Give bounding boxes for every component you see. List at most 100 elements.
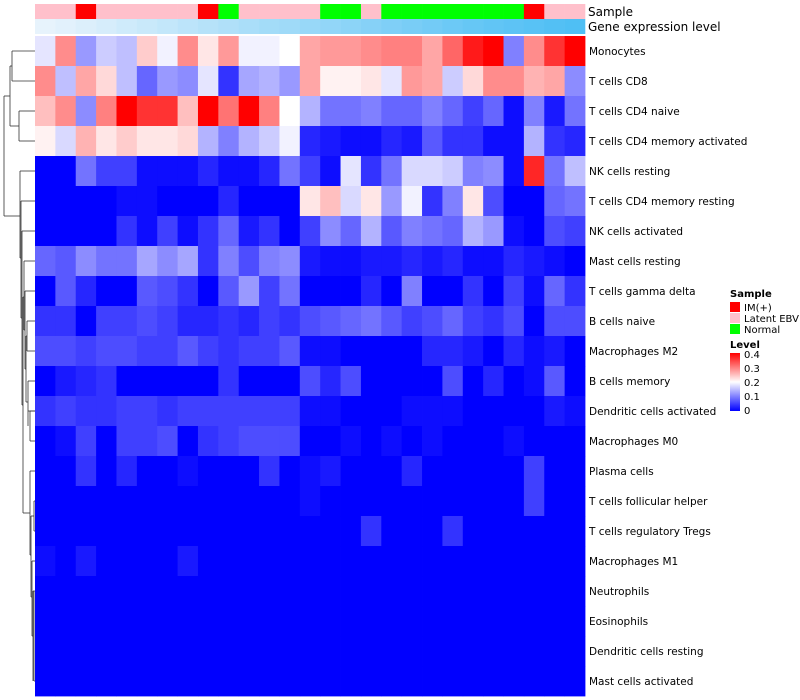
heatmap-cell xyxy=(483,456,504,487)
heatmap-cell xyxy=(116,666,138,697)
heatmap-cell xyxy=(564,486,586,517)
heatmap-cell xyxy=(238,306,260,337)
heatmap-cell xyxy=(136,666,158,697)
heatmap-cell xyxy=(75,306,97,337)
heatmap-cell xyxy=(259,306,280,337)
heatmap-cell xyxy=(381,336,403,367)
heatmap-cell xyxy=(116,66,138,97)
heatmap-cell xyxy=(564,246,586,277)
gene-expression-annotation-cell xyxy=(503,19,525,34)
heatmap-cell xyxy=(564,666,586,697)
row-label: Plasma cells xyxy=(589,466,654,478)
heatmap-cell xyxy=(136,396,158,427)
heatmap-cell xyxy=(340,606,362,637)
sample-annotation-cell xyxy=(564,4,586,19)
heatmap-cell xyxy=(299,36,321,67)
heatmap-cell xyxy=(116,546,138,577)
heatmap-cell xyxy=(96,396,117,427)
heatmap-cell xyxy=(320,246,341,277)
heatmap-cell xyxy=(136,276,158,307)
heatmap-cell xyxy=(279,426,301,457)
sample-annotation-cell xyxy=(422,4,443,19)
heatmap-cell xyxy=(238,576,260,607)
heatmap-cell xyxy=(157,546,178,577)
heatmap-cell xyxy=(340,126,362,157)
heatmap-cell xyxy=(197,36,219,67)
heatmap-cell xyxy=(116,486,138,517)
heatmap-cell xyxy=(544,606,566,637)
heatmap-cell xyxy=(177,126,199,157)
heatmap-cell xyxy=(279,246,301,277)
heatmap-cell xyxy=(544,516,566,547)
heatmap-cell xyxy=(523,186,545,217)
heatmap-cell xyxy=(218,126,240,157)
gene-expression-annotation-cell xyxy=(259,19,280,34)
heatmap-cell xyxy=(381,486,403,517)
heatmap-cell xyxy=(35,36,56,67)
heatmap-cell xyxy=(422,666,443,697)
heatmap-cell xyxy=(340,36,362,67)
heatmap-cell xyxy=(177,306,199,337)
heatmap-cell xyxy=(442,636,464,667)
heatmap-cell xyxy=(442,186,464,217)
heatmap-cell xyxy=(238,426,260,457)
row-label: T cells follicular helper xyxy=(588,496,708,508)
heatmap-cell xyxy=(177,96,199,127)
heatmap-cell xyxy=(259,336,280,367)
heatmap-cell xyxy=(523,516,545,547)
heatmap-cell xyxy=(238,246,260,277)
heatmap-cell xyxy=(564,96,586,127)
heatmap-cell xyxy=(544,336,566,367)
heatmap-cell xyxy=(177,546,199,577)
heatmap-cell xyxy=(96,276,117,307)
heatmap-cell xyxy=(116,636,138,667)
gene-expression-annotation-cell xyxy=(136,19,158,34)
sample-annotation-cell xyxy=(197,4,219,19)
heatmap-cell xyxy=(401,486,423,517)
heatmap-cell xyxy=(340,576,362,607)
heatmap-cell xyxy=(218,96,240,127)
heatmap-cell xyxy=(299,216,321,247)
heatmap-cell xyxy=(422,606,443,637)
heatmap-cell xyxy=(523,636,545,667)
legend-swatch-latent-ebv xyxy=(730,313,740,323)
heatmap-cell xyxy=(259,636,280,667)
heatmap-cell xyxy=(299,306,321,337)
heatmap-cell xyxy=(299,636,321,667)
heatmap-cell xyxy=(259,606,280,637)
heatmap-cell xyxy=(401,156,423,187)
heatmap-cell xyxy=(116,426,138,457)
heatmap-cell xyxy=(523,366,545,397)
heatmap-cell xyxy=(462,336,484,367)
heatmap-cell xyxy=(483,426,504,457)
heatmap-cell xyxy=(381,126,403,157)
heatmap-cell xyxy=(218,396,240,427)
heatmap-cell xyxy=(564,396,586,427)
heatmap-cell xyxy=(299,276,321,307)
heatmap-cell xyxy=(462,636,484,667)
heatmap-cell xyxy=(401,336,423,367)
heatmap-cell xyxy=(157,336,178,367)
heatmap-cell xyxy=(157,366,178,397)
heatmap-cell xyxy=(462,366,484,397)
heatmap-cell xyxy=(544,306,566,337)
heatmap-cell xyxy=(197,336,219,367)
heatmap-cell xyxy=(299,96,321,127)
heatmap-cell xyxy=(116,126,138,157)
heatmap-cell xyxy=(55,246,77,277)
heatmap-cell xyxy=(96,366,117,397)
gene-expression-annotation-cell xyxy=(381,19,402,34)
heatmap-cell xyxy=(136,486,158,517)
heatmap-cell xyxy=(279,186,301,217)
sample-annotation-cell xyxy=(238,4,260,19)
heatmap-cell xyxy=(96,66,117,97)
heatmap-cell xyxy=(35,276,56,307)
heatmap-cell xyxy=(136,336,158,367)
heatmap-cell xyxy=(340,66,362,97)
heatmap-cell xyxy=(442,486,464,517)
gene-expression-annotation-cell xyxy=(279,19,301,34)
heatmap-cell xyxy=(35,366,56,397)
heatmap-cell xyxy=(218,576,240,607)
heatmap-cell xyxy=(544,36,566,67)
heatmap-cell xyxy=(422,456,443,487)
